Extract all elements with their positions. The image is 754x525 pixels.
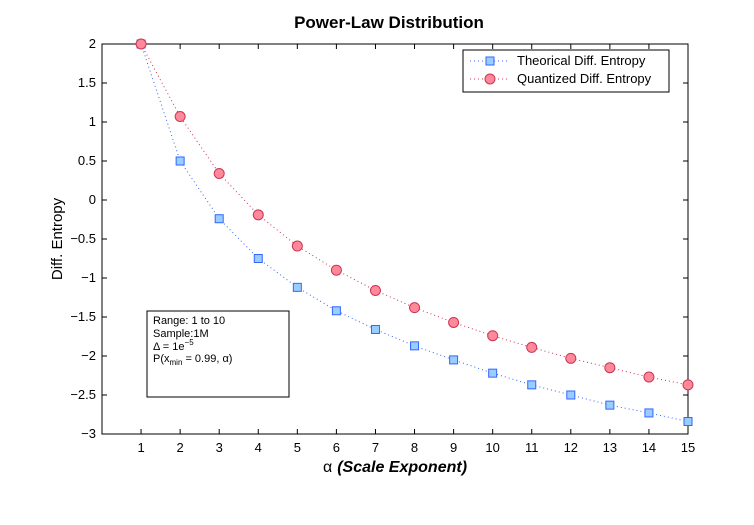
y-tick-label: 0.5 [78, 153, 96, 168]
x-tick-label: 3 [216, 440, 223, 455]
annotation-delta: Δ = 1e−5 [153, 338, 194, 353]
x-tick-label: 9 [450, 440, 457, 455]
x-tick-label: 8 [411, 440, 418, 455]
quantized-point [291, 240, 303, 252]
x-tick-label: 15 [681, 440, 695, 455]
theorical-point [683, 417, 693, 427]
legend-label-theorical: Theorical Diff. Entropy [517, 53, 646, 68]
quantized-point [565, 352, 577, 364]
y-tick-label: 1 [89, 114, 96, 129]
theorical-point [605, 400, 615, 410]
quantized-point [213, 167, 225, 179]
quantized-point [487, 330, 499, 342]
theorical-point [253, 254, 263, 263]
annotation-delta-base: Δ = 1e [153, 341, 185, 353]
annotation-probability: P(xmin = 0.99, α) [153, 353, 232, 367]
quantized-point [174, 111, 186, 123]
quantized-point [135, 38, 147, 50]
x-tick-label: 7 [372, 440, 379, 455]
quantized-point [643, 371, 655, 383]
theorical-point [214, 214, 224, 224]
x-tick-label: 6 [333, 440, 340, 455]
quantized-point [448, 316, 460, 328]
y-tick-label: 0 [89, 192, 96, 207]
annotation-delta-exponent: −5 [185, 338, 195, 347]
series-markers [135, 38, 694, 427]
legend-marker-theorical [485, 56, 495, 66]
x-tick-label: 5 [294, 440, 301, 455]
theorical-point [370, 324, 380, 334]
theorical-point [527, 380, 537, 390]
y-axis-label: Diff. Entropy [49, 197, 66, 280]
x-tick-label: 12 [564, 440, 578, 455]
y-axis: 2 1.5 1 0.5 0 −0.5 −1 −1.5 −2 −2.5 −3 [70, 36, 688, 441]
theorical-point [175, 156, 185, 166]
quantized-point [330, 264, 342, 276]
theorical-point [566, 390, 576, 400]
annotation-frame [146, 310, 290, 398]
annotation-range: Range: 1 to 10 [153, 315, 225, 327]
x-axis-label: α (Scale Exponent) [323, 459, 467, 476]
x-tick-label: 4 [255, 440, 262, 455]
quantized-point [252, 209, 264, 221]
y-tick-label: −0.5 [70, 231, 96, 246]
y-tick-label: −1 [81, 270, 96, 285]
x-tick-label: 10 [485, 440, 499, 455]
x-tick-label: 13 [603, 440, 617, 455]
x-tick-label: 2 [177, 440, 184, 455]
y-tick-label: −3 [81, 426, 96, 441]
legend: Theorical Diff. Entropy Quantized Diff. … [462, 49, 670, 93]
x-axis-label-symbol: α [323, 459, 332, 476]
theorical-point [449, 355, 459, 365]
annotation-prob-sub: min [170, 358, 183, 367]
theorical-point [644, 408, 654, 418]
theorical-point [331, 306, 341, 316]
annotation-box: Range: 1 to 10 Sample:1M Δ = 1e−5 P(xmin… [146, 310, 290, 398]
y-tick-label: 2 [89, 36, 96, 51]
y-tick-label: −2 [81, 348, 96, 363]
x-tick-label: 1 [137, 440, 144, 455]
legend-box [462, 49, 670, 93]
theorical-point [488, 368, 498, 378]
theorical-point [292, 282, 302, 292]
y-tick-label: −2.5 [70, 387, 96, 402]
quantized-point [526, 341, 538, 353]
quantized-point [604, 362, 616, 374]
y-tick-label: 1.5 [78, 75, 96, 90]
quantized-point [369, 284, 381, 296]
annotation-prob-suffix: = 0.99, α) [182, 353, 232, 365]
annotation-sample: Sample:1M [153, 328, 209, 340]
y-tick-label: −1.5 [70, 309, 96, 324]
quantized-point [682, 379, 694, 391]
chart-title: Power-Law Distribution [294, 13, 484, 32]
legend-label-quantized: Quantized Diff. Entropy [517, 71, 652, 86]
x-tick-label: 11 [525, 440, 539, 455]
quantized-point [409, 302, 421, 314]
theorical-point [410, 341, 420, 351]
legend-marker-quantized [484, 73, 496, 85]
annotation-prob-prefix: P(x [153, 353, 170, 365]
x-tick-label: 14 [642, 440, 656, 455]
x-axis: 1 2 3 4 5 6 7 8 9 10 11 12 13 14 15 [137, 44, 695, 455]
x-axis-label-text: (Scale Exponent) [337, 459, 467, 476]
